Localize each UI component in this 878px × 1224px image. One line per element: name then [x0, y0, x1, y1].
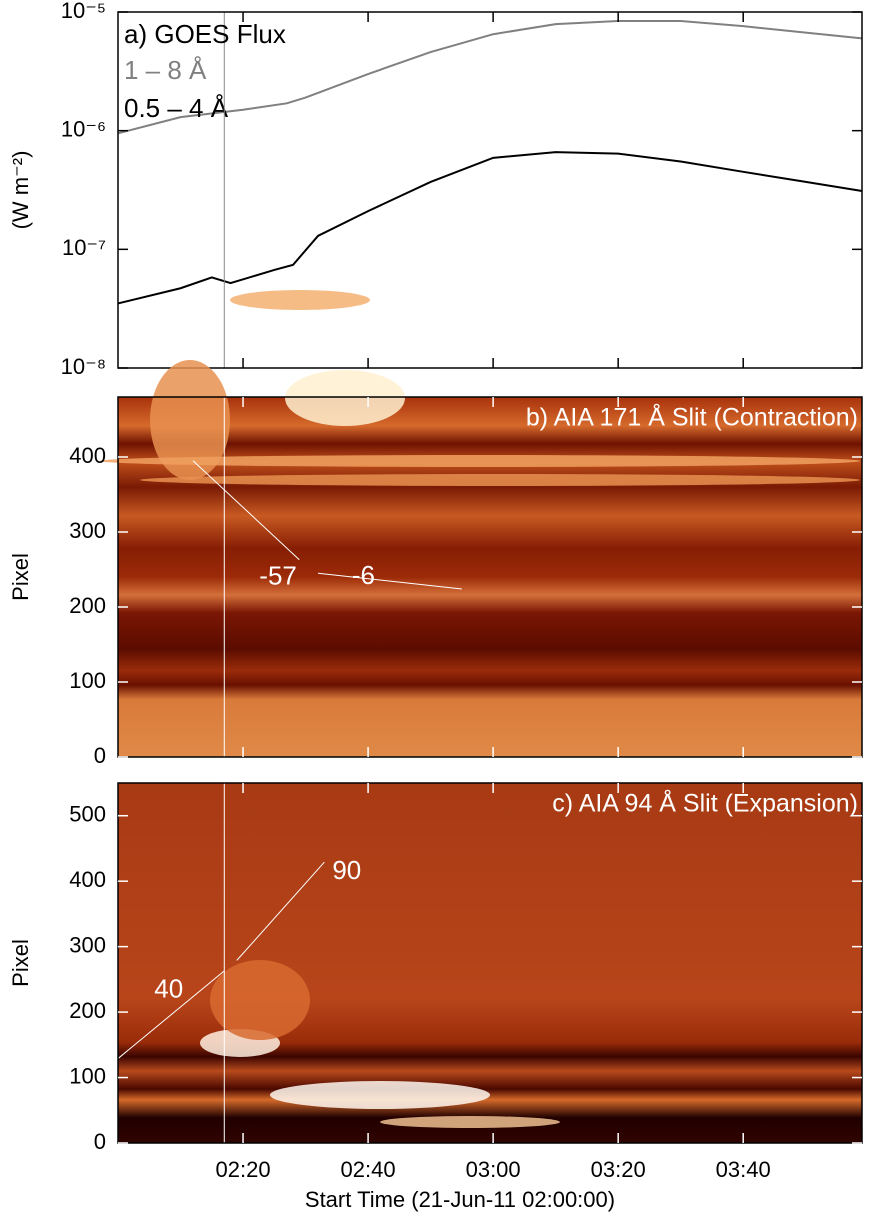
y-tick-label: 10⁻⁸ [61, 354, 106, 379]
legend-entry: 1 – 8 Å [124, 55, 207, 85]
heatmap-feature [100, 455, 860, 467]
y-tick-label: 300 [69, 932, 106, 957]
panel-title: a) GOES Flux [124, 19, 286, 49]
plot-frame [117, 396, 863, 758]
heatmap [118, 397, 862, 757]
panel-title: b) AIA 171 Å Slit (Contraction) [526, 402, 858, 432]
plot-frame [117, 782, 863, 1144]
heatmap-feature [380, 1116, 560, 1128]
y-tick-label: 500 [69, 802, 106, 827]
y-tick-label: 200 [69, 593, 106, 618]
y-tick-label: 10⁻⁷ [62, 235, 106, 260]
heatmap-feature [230, 290, 370, 310]
panel-title: c) AIA 94 Å Slit (Expansion) [552, 788, 858, 818]
y-axis-label: Pixel [8, 553, 33, 601]
fit-line [318, 572, 462, 590]
y-tick-label: 400 [69, 443, 106, 468]
heatmap-feature [150, 360, 230, 480]
x-tick-label: 02:40 [341, 1157, 396, 1182]
fit-label: -57 [259, 561, 297, 591]
heatmap [118, 783, 862, 1143]
flux-line [117, 151, 863, 305]
y-tick-label: 10⁻⁵ [61, 0, 106, 23]
heatmap-feature [140, 474, 860, 486]
flux-line [117, 19, 863, 135]
x-tick-label: 02:20 [216, 1157, 271, 1182]
heatmap-feature [210, 960, 310, 1040]
y-axis-label: (W m⁻²) [8, 151, 33, 230]
x-tick-label: 03:40 [716, 1157, 771, 1182]
fit-line [236, 861, 325, 961]
y-tick-label: 200 [69, 998, 106, 1023]
y-tick-label: 0 [94, 1129, 106, 1154]
y-tick-label: 100 [69, 668, 106, 693]
legend-entry: 0.5 – 4 Å [124, 93, 229, 123]
y-tick-label: 400 [69, 867, 106, 892]
fit-label: 90 [332, 855, 361, 885]
y-tick-label: 100 [69, 1063, 106, 1088]
y-tick-label: 300 [69, 518, 106, 543]
fit-label: 40 [154, 974, 183, 1004]
x-tick-label: 03:20 [591, 1157, 646, 1182]
fit-line [117, 970, 225, 1059]
heatmap-feature [285, 370, 405, 426]
y-axis-label: Pixel [8, 939, 33, 987]
y-tick-label: 0 [94, 743, 106, 768]
fit-label: -6 [352, 560, 375, 590]
plot-frame [117, 11, 863, 369]
x-tick-label: 03:00 [466, 1157, 521, 1182]
heatmap-feature [270, 1081, 490, 1109]
x-axis-label: Start Time (21-Jun-11 02:00:00) [305, 1187, 615, 1212]
fit-line [192, 460, 300, 561]
y-tick-label: 10⁻⁶ [61, 116, 106, 141]
